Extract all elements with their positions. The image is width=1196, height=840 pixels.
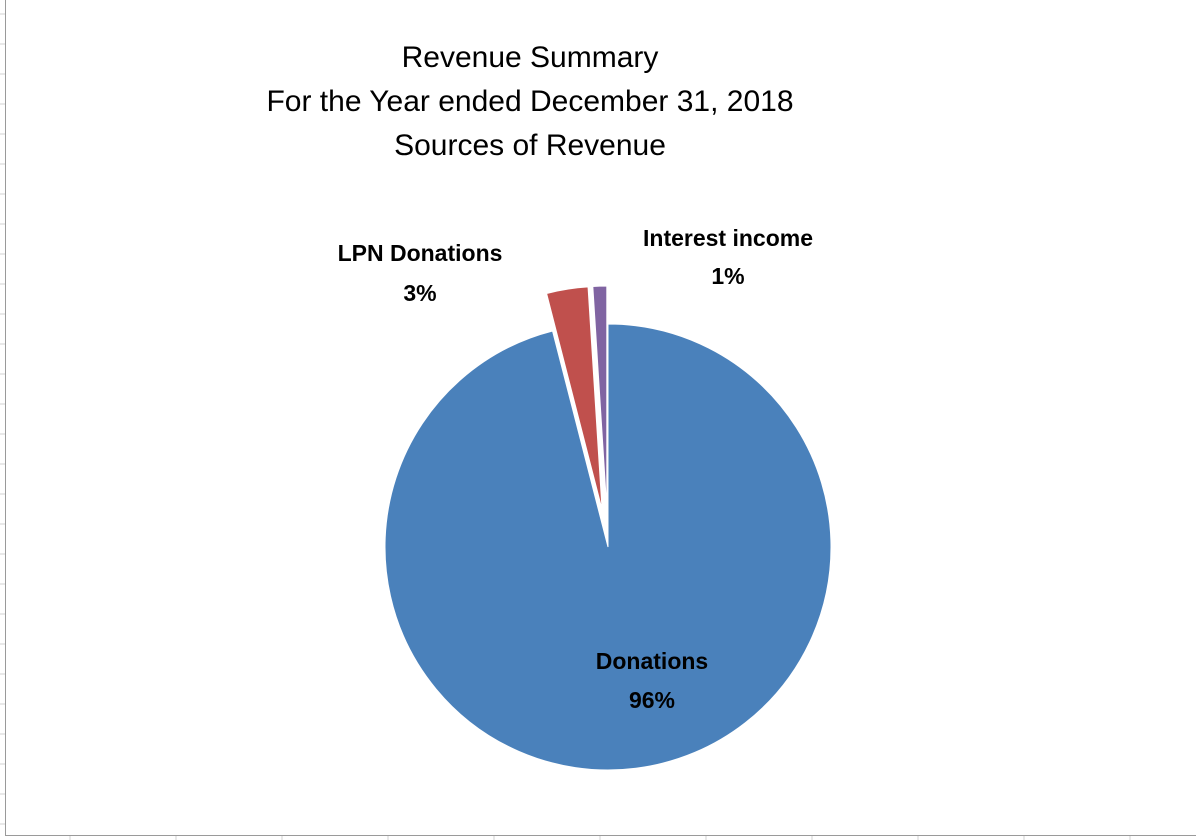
chart-title-line-3: Sources of Revenue — [394, 129, 666, 162]
column-gridlines — [69, 836, 1131, 840]
row-gridlines — [0, 13, 5, 825]
slice-label-donations: Donations — [596, 648, 708, 674]
slice-lpn-donations[interactable] — [545, 286, 603, 510]
slice-label-lpn-donations: LPN Donations — [338, 240, 503, 266]
slice-value-donations: 96% — [629, 687, 675, 713]
chart-title-line-2: For the Year ended December 31, 2018 — [266, 85, 794, 118]
slice-interest-income[interactable] — [592, 285, 608, 510]
slice-donations[interactable] — [384, 323, 832, 771]
chart-title-line-1: Revenue Summary — [401, 41, 659, 74]
slice-label-interest-income: Interest income — [643, 225, 813, 251]
slice-value-lpn-donations: 3% — [403, 280, 436, 306]
slice-value-interest-income: 1% — [711, 263, 744, 289]
